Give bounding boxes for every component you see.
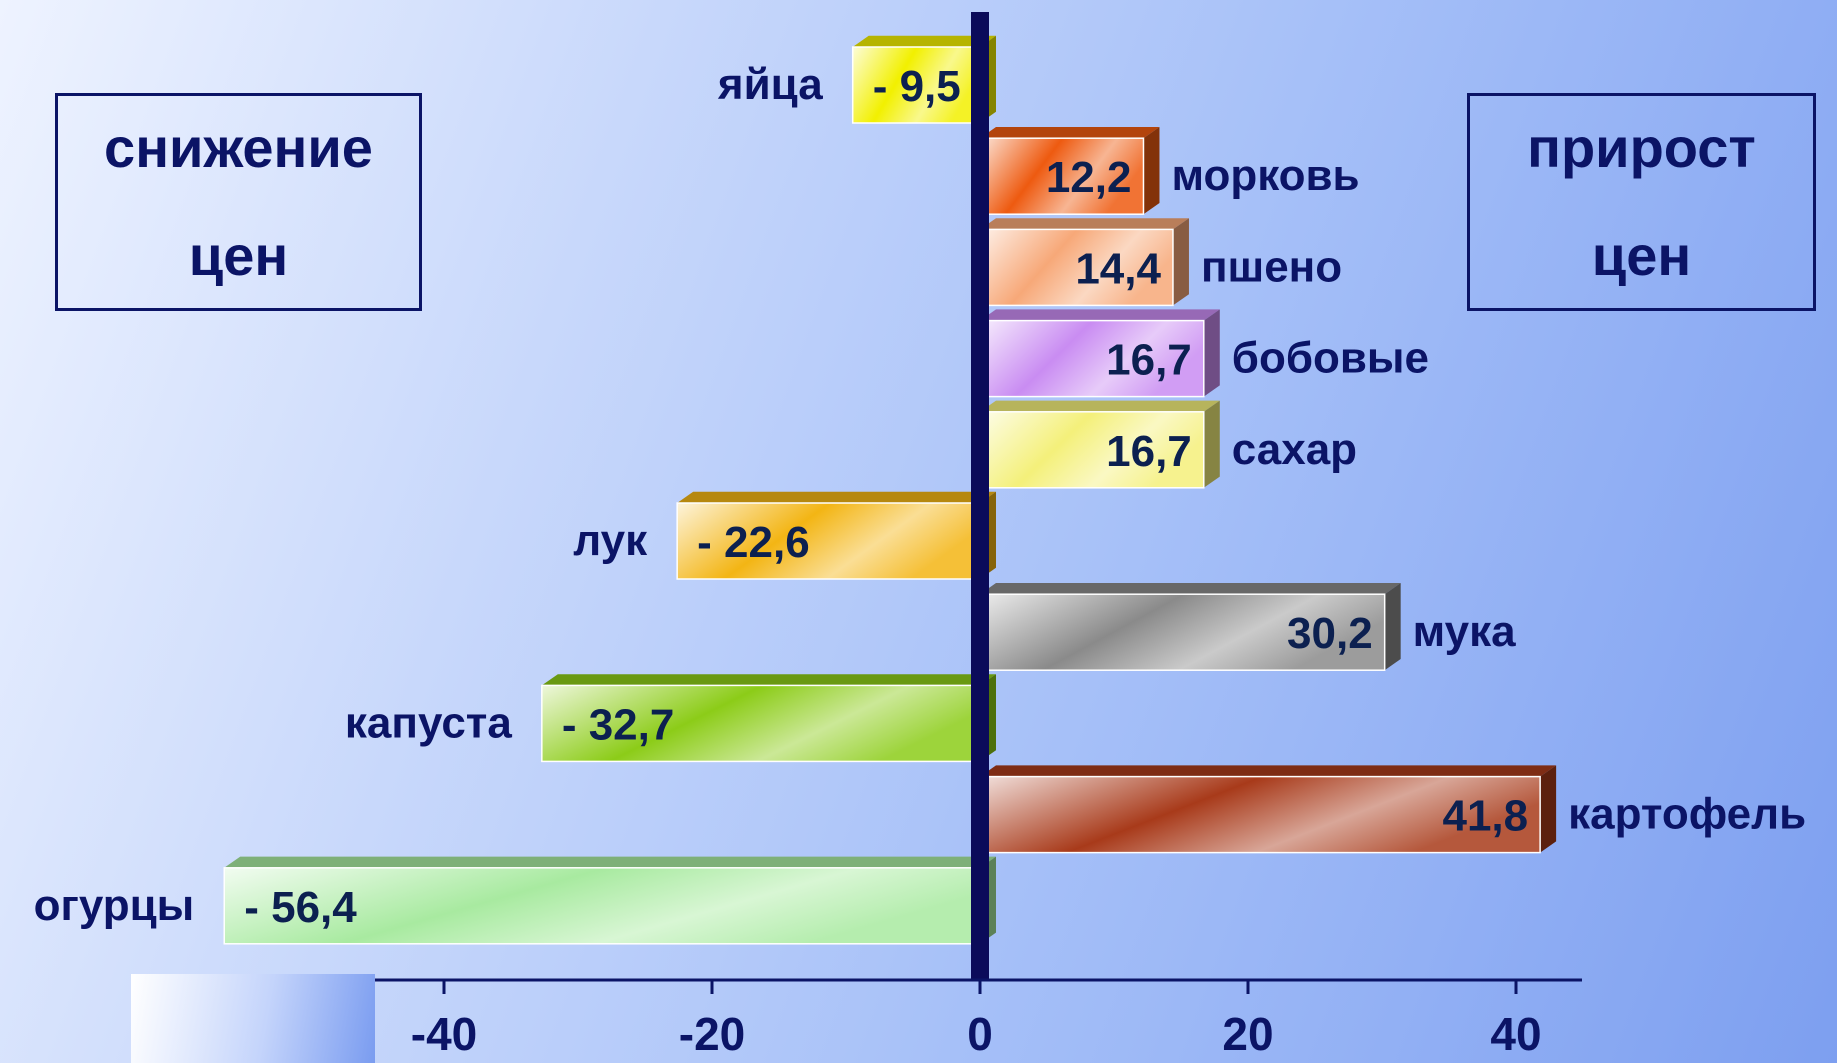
bar-6 [979, 593, 1386, 671]
bar-side-face-6 [1384, 583, 1401, 671]
category-label: пшено [1201, 242, 1342, 291]
axis-layer: -40 -20 0 20 40 [375, 12, 1582, 1060]
price-increase-label-line2: цен [1591, 224, 1692, 287]
bar-value-label: - 9,5 [873, 62, 961, 111]
bar-value-label: - 32,7 [562, 700, 675, 749]
bar-value-label: 16,7 [1106, 427, 1192, 476]
x-tick-label: 40 [1490, 1008, 1541, 1060]
x-tick-label: -20 [679, 1008, 745, 1060]
price-increase-label-line1: прирост [1527, 116, 1756, 179]
bar-top-face-7 [541, 674, 996, 686]
category-label: картофель [1568, 790, 1806, 839]
corner-gradient-swatch [131, 974, 375, 1063]
zero-line [971, 12, 989, 980]
bar-top-face-1 [980, 127, 1160, 139]
bar-4 [979, 411, 1205, 489]
price-decrease-label-line1: снижение [104, 116, 373, 179]
bar-side-face-1 [1143, 127, 1160, 215]
x-tick-label: -40 [411, 1008, 477, 1060]
bar-value-label: 41,8 [1442, 792, 1528, 841]
bar-side-face-3 [1203, 309, 1220, 397]
category-label: мука [1413, 607, 1516, 656]
category-label: огурцы [34, 881, 195, 930]
category-label: яйца [717, 60, 823, 109]
bar-8 [979, 775, 1541, 854]
x-tick-label: 0 [967, 1008, 993, 1060]
bar-top-face-0 [852, 35, 996, 47]
bar-value-label: 30,2 [1287, 609, 1373, 658]
bar-top-face-2 [980, 218, 1189, 230]
bar-top-face-4 [980, 400, 1220, 412]
bar-side-face-8 [1540, 765, 1557, 853]
bar-side-face-2 [1172, 218, 1189, 306]
bar-2 [979, 228, 1174, 307]
x-tick-label: 20 [1222, 1008, 1273, 1060]
category-label: бобовые [1232, 334, 1429, 383]
price-decrease-legend-box: снижение цен [55, 93, 422, 311]
category-label: капуста [345, 698, 512, 747]
category-label: сахар [1232, 425, 1357, 474]
bar-value-label: - 22,6 [697, 518, 810, 567]
category-label: морковь [1171, 151, 1359, 200]
price-decrease-label-line2: цен [188, 224, 289, 287]
bar-top-face-5 [677, 491, 996, 503]
bar-top-face-8 [980, 765, 1557, 777]
bar-top-face-3 [980, 309, 1220, 321]
bar-5 [676, 502, 981, 580]
bar-3 [979, 319, 1205, 398]
bar-0 [851, 46, 981, 124]
bar-top-face-6 [980, 583, 1401, 595]
bar-value-label: 12,2 [1046, 153, 1132, 202]
bar-value-label: - 56,4 [244, 883, 357, 932]
bar-7 [541, 684, 981, 763]
category-label: лук [573, 516, 648, 565]
bar-value-label: 14,4 [1075, 244, 1161, 293]
bar-9 [223, 867, 981, 945]
price-increase-legend-box: прирост цен [1467, 93, 1816, 311]
bar-value-label: 16,7 [1106, 336, 1192, 385]
bar-top-face-9 [224, 856, 997, 868]
bar-side-face-4 [1203, 400, 1220, 488]
